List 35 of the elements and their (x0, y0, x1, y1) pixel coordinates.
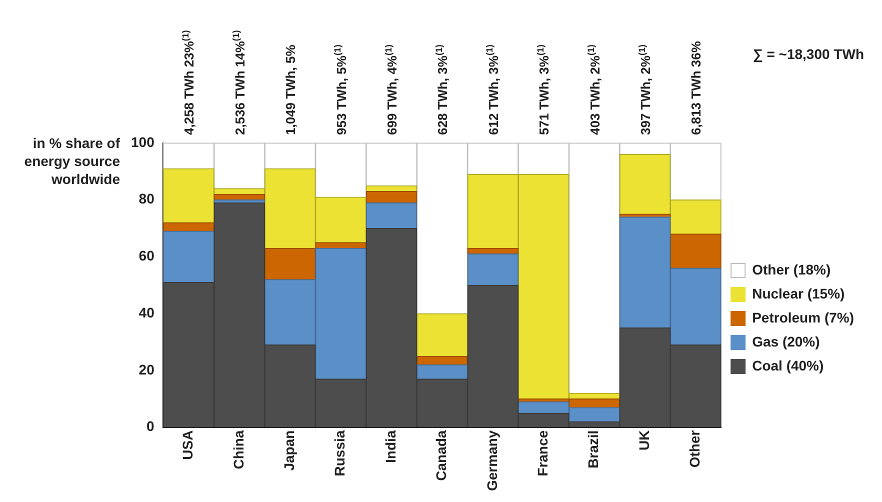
legend-label: Other (18%) (752, 261, 831, 278)
x-tick-label: China (230, 430, 246, 470)
x-tick-label: Russia (332, 430, 348, 476)
total-label: 1,049 TWh, 5% (283, 44, 298, 135)
x-tick-label: UK (636, 430, 652, 451)
total-label: 953 TWh, 5%(1) (332, 44, 349, 135)
legend-label: Coal (40%) (752, 357, 824, 374)
y-tick-label: 80 (138, 190, 155, 207)
y-tick-label: 60 (138, 248, 155, 264)
legend-label: Nuclear (15%) (752, 285, 845, 302)
x-tick-label: Japan (280, 430, 297, 471)
x-tick-label: Brazil (585, 430, 602, 468)
total-label: 403 TWh, 2%(1) (586, 44, 602, 135)
x-tick-label: Other (686, 430, 703, 468)
total-label: 6,813 TWh 36% (688, 40, 704, 135)
legend-label: Petroleum (7%) (752, 309, 854, 326)
x-tick-label: France (534, 430, 550, 476)
text: ∑ = ~18,300 TWh (752, 46, 864, 63)
x-tick-label: USA (180, 430, 196, 460)
total-label: 612 TWh, 3%(1) (484, 44, 501, 135)
y-tick-label: 20 (138, 361, 155, 378)
x-tick-label: Canada (433, 430, 450, 481)
total-label: 4,258 TWh 23%(1) (180, 30, 197, 135)
x-tick-label: India (382, 430, 398, 463)
y-tick-label: 100 (131, 134, 155, 150)
total-label: 699 TWh, 4%(1) (383, 44, 400, 135)
y-axis-title: in % share of energy source worldwide (24, 134, 120, 187)
total-label: 397 TWh, 2%(1) (636, 44, 654, 135)
x-tick-label: Germany (484, 430, 500, 492)
y-tick-label: 0 (146, 418, 155, 434)
total-label: 571 TWh, 3%(1) (535, 44, 552, 135)
y-tick-label: 40 (138, 304, 155, 320)
total-label: 628 TWh, 3%(1) (434, 44, 450, 135)
legend-label: Gas (20%) (752, 333, 820, 350)
total-label: 2,536 TWh 14%(1) (231, 30, 248, 135)
